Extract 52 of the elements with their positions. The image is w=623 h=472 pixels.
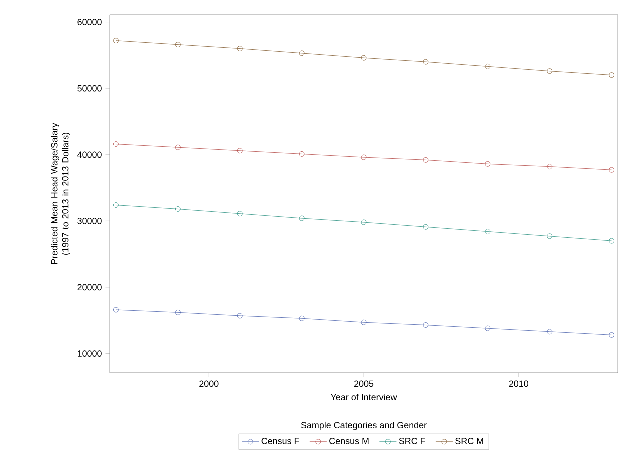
- y-tick-label: 60000: [78, 19, 102, 26]
- point: [175, 206, 181, 212]
- point: [547, 68, 553, 74]
- y-axis-title: Predicted Mean Head Wage/Salary (1997 to 2013 in 2013 Dollars): [51, 123, 70, 264]
- y-tick-label: 50000: [78, 85, 102, 92]
- y-tick-label: 40000: [78, 152, 102, 158]
- point: [299, 152, 305, 157]
- point: [114, 38, 119, 44]
- point: [237, 46, 243, 52]
- point: [423, 59, 429, 65]
- x-tick-label: 2000: [200, 380, 219, 388]
- point: [299, 316, 305, 322]
- point: [609, 332, 615, 338]
- point: [547, 234, 553, 240]
- point: [609, 167, 615, 173]
- point: [547, 329, 553, 335]
- y-tick-label: 10000: [78, 350, 102, 357]
- point: [423, 322, 429, 328]
- point: [423, 224, 429, 230]
- point: [175, 144, 181, 150]
- point: [299, 50, 305, 56]
- point: [361, 220, 367, 226]
- point: [114, 142, 119, 147]
- legend-label: Census M: [330, 438, 369, 444]
- point: [361, 154, 367, 160]
- point: [485, 64, 491, 70]
- point: [175, 310, 181, 316]
- legend-label: Census F: [262, 438, 300, 444]
- x-axis-title: Year of Interview: [330, 394, 398, 401]
- point: [114, 307, 119, 313]
- point: [609, 238, 615, 244]
- point: [609, 72, 615, 78]
- point: [423, 157, 429, 163]
- point: [547, 164, 553, 170]
- point: [114, 202, 119, 208]
- x-tick-label: 2005: [354, 380, 374, 388]
- point: [485, 229, 491, 234]
- point: [237, 211, 243, 217]
- legend-title: Sample Categories and Gender: [301, 422, 427, 430]
- point: [485, 326, 491, 332]
- legend-label: SRC F: [399, 438, 426, 444]
- legend-label: SRC M: [456, 438, 484, 444]
- point: [237, 148, 243, 154]
- point: [361, 320, 367, 326]
- point: [175, 42, 181, 48]
- x-tick-label: 2010: [509, 380, 529, 388]
- point: [299, 216, 305, 222]
- point: [485, 161, 491, 167]
- y-tick-label: 20000: [78, 284, 102, 291]
- y-tick-label: 30000: [78, 218, 102, 224]
- point: [237, 313, 243, 319]
- point: [361, 55, 367, 61]
